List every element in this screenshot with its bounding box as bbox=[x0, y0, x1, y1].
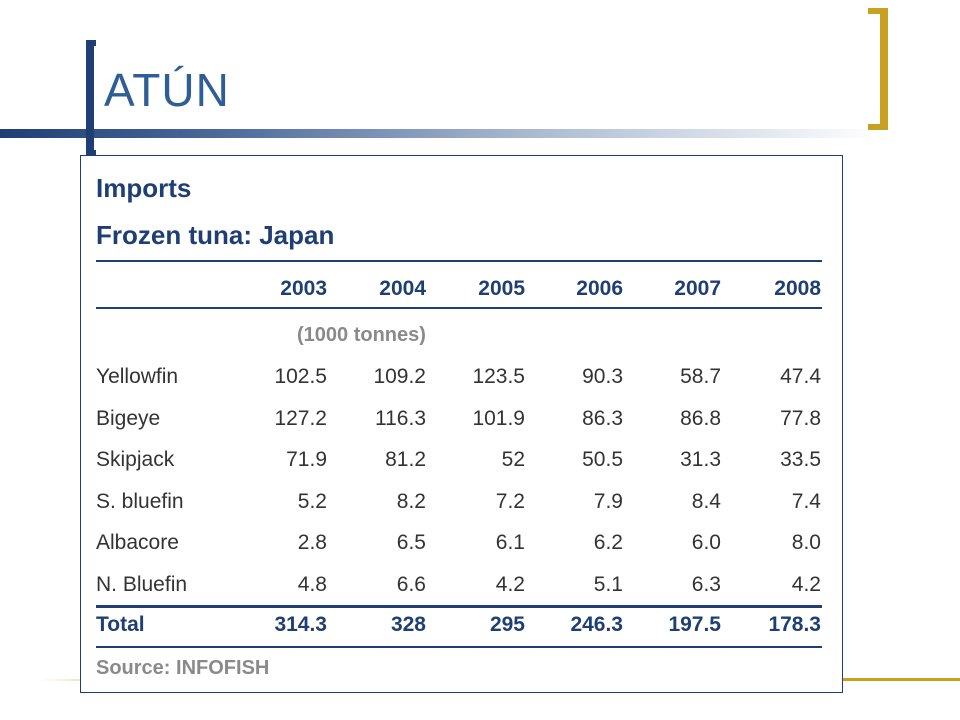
table-cell: 102.5 bbox=[274, 365, 327, 388]
table-cell: 6.2 bbox=[593, 531, 623, 554]
table-heading: Imports bbox=[96, 173, 192, 203]
source-note: Source: INFOFISH bbox=[96, 657, 270, 679]
table-cell: 6.1 bbox=[495, 531, 525, 554]
year-header: 2008 bbox=[774, 277, 821, 300]
row-label: Yellowfin bbox=[96, 365, 179, 388]
total-cell: 246.3 bbox=[570, 613, 623, 636]
table-cell: 58.7 bbox=[680, 365, 721, 388]
year-header: 2005 bbox=[478, 277, 525, 300]
bottom-fade-line bbox=[40, 679, 80, 681]
table-cell: 4.2 bbox=[791, 572, 821, 596]
row-label: N. Bluefin bbox=[96, 572, 188, 596]
table-cell: 116.3 bbox=[375, 406, 426, 430]
table-cell: 7.4 bbox=[791, 489, 821, 513]
total-cell: 178.3 bbox=[768, 613, 821, 636]
year-header: 2003 bbox=[280, 277, 327, 300]
table-cell: 6.3 bbox=[691, 572, 721, 596]
bottom-gold-line bbox=[842, 678, 960, 681]
table-cell: 31.3 bbox=[680, 448, 721, 471]
table-cell: 4.2 bbox=[495, 572, 525, 596]
table-cell: 81.2 bbox=[385, 448, 426, 471]
table-cell: 101.9 bbox=[472, 406, 525, 430]
table-cell: 33.5 bbox=[780, 448, 821, 471]
row-label: Skipjack bbox=[96, 448, 175, 471]
table-cell: 2.8 bbox=[297, 531, 327, 554]
year-header: 2007 bbox=[674, 277, 721, 300]
year-header: 2006 bbox=[576, 277, 623, 300]
table-cell: 8.2 bbox=[396, 489, 426, 513]
row-label: Bigeye bbox=[96, 406, 161, 430]
table-cell: 5.1 bbox=[593, 572, 623, 596]
table-cell: 47.4 bbox=[780, 365, 821, 388]
table-cell: 109.2 bbox=[373, 365, 426, 388]
top-rule bbox=[96, 260, 822, 262]
table-cell: 7.9 bbox=[593, 489, 623, 513]
table-cell: 5.2 bbox=[297, 489, 327, 513]
table-cell: 6.5 bbox=[396, 531, 426, 554]
table-cell: 123.5 bbox=[472, 365, 525, 388]
table-cell: 90.3 bbox=[582, 365, 623, 388]
table-cell: 77.8 bbox=[780, 406, 821, 430]
table-cell: 6.6 bbox=[396, 572, 426, 596]
table-cell: 71.9 bbox=[286, 448, 327, 471]
table-cell: 7.2 bbox=[495, 489, 525, 513]
total-cell: 328 bbox=[390, 613, 426, 636]
bottom-rule bbox=[96, 646, 822, 648]
total-cell: 197.5 bbox=[668, 613, 721, 636]
total-label: Total bbox=[96, 613, 145, 636]
total-cell: 314.3 bbox=[274, 613, 327, 636]
table-cell: 52 bbox=[501, 448, 525, 471]
title-underline-bar bbox=[0, 129, 880, 138]
slide-title: ATÚN bbox=[104, 64, 230, 116]
table-cell: 86.3 bbox=[582, 406, 623, 430]
left-bracket-decoration bbox=[86, 40, 96, 156]
tuna-imports-table: Imports Frozen tuna: Japan (1000 tonnes)… bbox=[80, 155, 843, 693]
total-cell: 295 bbox=[489, 613, 525, 636]
table-cell: 127.2 bbox=[274, 406, 327, 430]
right-bracket-decoration bbox=[868, 8, 888, 130]
header-rule bbox=[96, 307, 822, 309]
table-cell: 6.0 bbox=[691, 531, 721, 554]
table-cell: 8.4 bbox=[691, 489, 721, 513]
table-subheading: Frozen tuna: Japan bbox=[96, 220, 335, 250]
table-cell: 8.0 bbox=[791, 531, 821, 554]
table-cell: 50.5 bbox=[582, 448, 623, 471]
total-rule bbox=[96, 605, 822, 608]
table-cell: 86.8 bbox=[680, 406, 721, 430]
row-label: S. bluefin bbox=[96, 489, 184, 513]
unit-label: (1000 tonnes) bbox=[297, 324, 426, 346]
row-label: Albacore bbox=[96, 531, 179, 554]
year-header: 2004 bbox=[379, 277, 426, 300]
table-cell: 4.8 bbox=[297, 572, 327, 596]
